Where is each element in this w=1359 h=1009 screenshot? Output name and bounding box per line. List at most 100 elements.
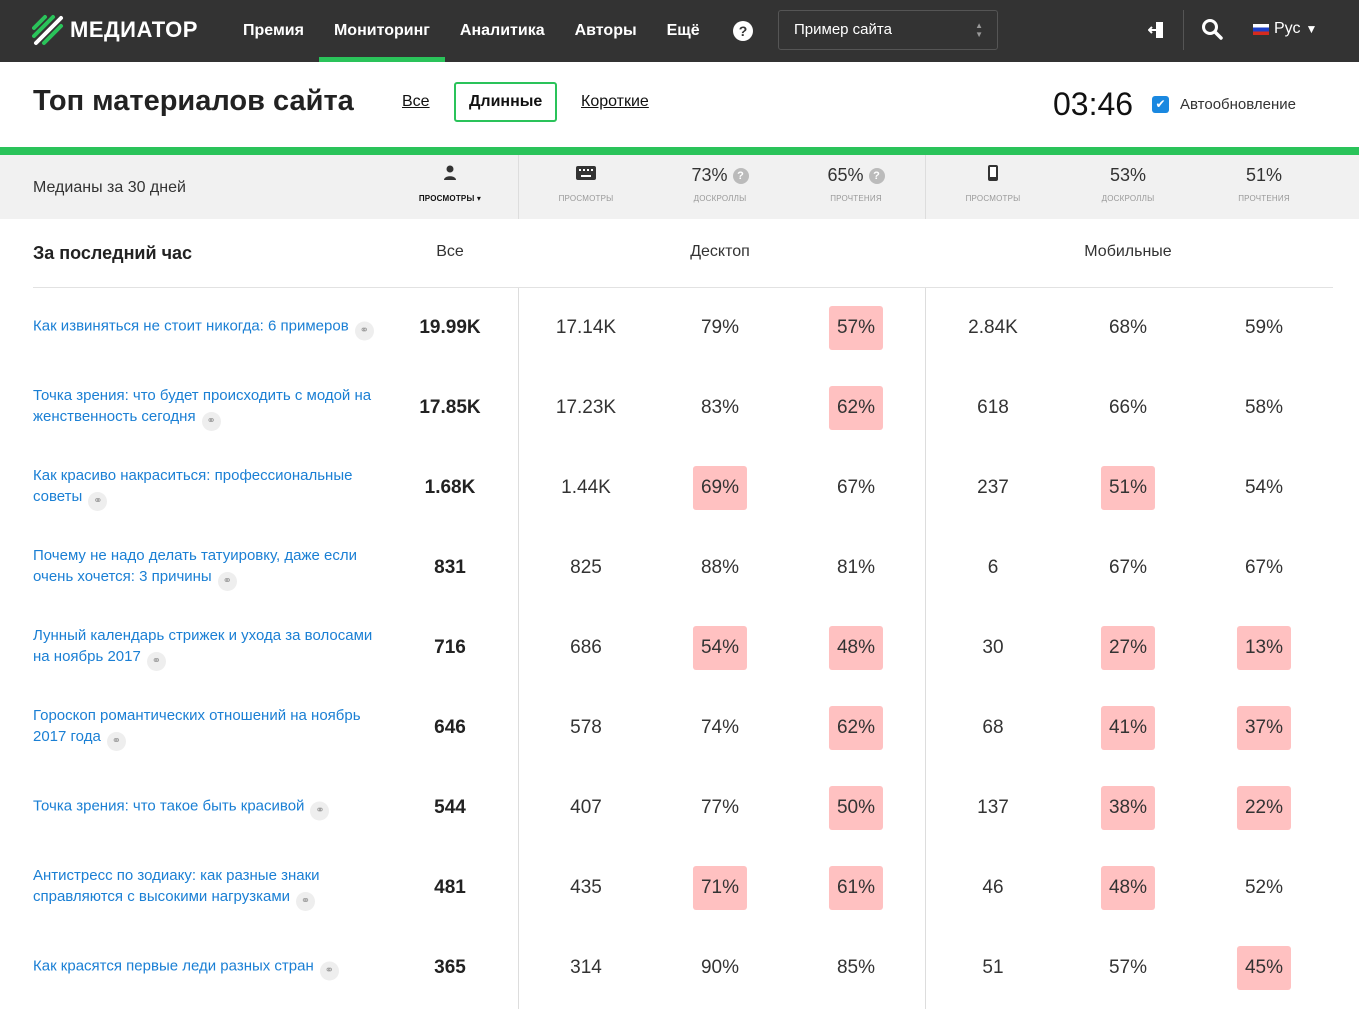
metric-cell: 68%: [1108, 317, 1148, 338]
nav-authors[interactable]: Авторы: [574, 22, 637, 39]
filter-long[interactable]: Длинные: [454, 82, 558, 122]
article-title: Точка зрения: что такое быть красивой: [33, 797, 305, 815]
metric-cell: 30: [982, 637, 1004, 658]
article-title: Точка зрения: что будет происходить с мо…: [33, 387, 372, 425]
metric-cell: 41%: [1100, 706, 1156, 750]
table-row: Гороскоп романтических отношений на нояб…: [0, 688, 1359, 768]
link-icon[interactable]: ⚭: [310, 801, 330, 821]
metric-cell: 79%: [700, 317, 740, 338]
link-icon[interactable]: ⚭: [217, 572, 237, 591]
metric-cell: 68: [982, 717, 1004, 738]
table-row: Точка зрения: что такое быть красивой ⚭ 54…: [0, 768, 1359, 848]
search-icon[interactable]: [1201, 18, 1223, 40]
article-title: Как извиняться не стоит никогда: 6 приме…: [33, 317, 349, 335]
link-icon[interactable]: ⚭: [354, 321, 374, 341]
views-all: 17.85K: [419, 397, 481, 418]
metric-cell: 58%: [1244, 397, 1284, 418]
logout-icon[interactable]: [1148, 21, 1164, 39]
logo[interactable]: МЕДИАТОР: [32, 14, 198, 46]
link-icon[interactable]: ⚭: [106, 732, 126, 751]
page-title: Топ материалов сайта: [33, 85, 354, 117]
link-icon[interactable]: ⚭: [296, 892, 316, 911]
medians-bar: Медианы за 30 дней ПРОСМОТРЫ ▾ ПРОСМОТРЫ 7…: [0, 155, 1359, 219]
article-title: Как красиво накраситься: профессиональны…: [33, 467, 353, 505]
link-icon[interactable]: ⚭: [88, 492, 108, 511]
section-title: За последний час: [33, 243, 193, 263]
median-value: 51%: [1245, 165, 1283, 185]
main-nav: Премия Мониторинг Аналитика Авторы Ещё: [228, 0, 715, 62]
link-icon[interactable]: ⚭: [146, 652, 166, 671]
metric-cell: 27%: [1100, 626, 1156, 670]
metric-cell: 407: [570, 797, 602, 818]
median-value: 65%: [827, 165, 864, 185]
table-row: Точка зрения: что будет происходить с мо…: [0, 368, 1359, 448]
language-select[interactable]: Рус ▼: [1253, 20, 1317, 38]
median-label: ПРОЧТЕНИЯ: [1238, 194, 1290, 203]
nav-premia[interactable]: Премия: [243, 22, 304, 39]
metric-cell: 57%: [828, 306, 884, 350]
metric-cell: 686: [570, 637, 602, 658]
help-icon[interactable]: ?: [868, 168, 885, 184]
russia-flag-icon: [1253, 23, 1269, 35]
filter-short[interactable]: Короткие: [581, 93, 649, 110]
median-col[interactable]: ПРОСМОТРЫ ▾: [385, 155, 515, 219]
keyboard-icon: [576, 165, 596, 185]
metric-cell: 88%: [700, 557, 740, 578]
article-link[interactable]: Точка зрения: что такое быть красивой ⚭: [33, 796, 388, 821]
link-icon[interactable]: ⚭: [201, 412, 221, 431]
views-all: 716: [434, 637, 466, 658]
article-link[interactable]: Как красиво накраситься: профессиональны…: [33, 465, 388, 511]
checkbox-checked-icon[interactable]: ✔: [1152, 96, 1169, 113]
metric-cell: 618: [977, 397, 1009, 418]
article-link[interactable]: Лунный календарь стрижек и ухода за воло…: [33, 625, 388, 671]
metric-cell: 59%: [1244, 317, 1284, 338]
metric-cell: 46: [982, 877, 1004, 898]
link-icon[interactable]: ⚭: [319, 961, 339, 981]
site-select[interactable]: Пример сайта ▲ ▼: [778, 10, 998, 50]
metric-cell: 62%: [828, 706, 884, 750]
help-icon[interactable]: ?: [733, 21, 753, 41]
autoupdate-toggle[interactable]: ✔ Автообновление: [1152, 96, 1296, 113]
table-row: Антистресс по зодиаку: как разные знаки …: [0, 848, 1359, 928]
metric-cell: 71%: [692, 866, 748, 910]
views-all: 1.68K: [424, 477, 476, 498]
article-link[interactable]: Почему не надо делать татуировку, даже е…: [33, 545, 388, 591]
nav-monitoring[interactable]: Мониторинг: [318, 0, 445, 62]
article-link[interactable]: Точка зрения: что будет происходить с мо…: [33, 385, 388, 431]
table-row: Почему не надо делать татуировку, даже е…: [0, 528, 1359, 608]
nav-more[interactable]: Ещё: [666, 22, 700, 39]
metric-cell: 48%: [1100, 866, 1156, 910]
median-label: ПРОЧТЕНИЯ: [830, 194, 882, 203]
users-icon: [442, 165, 458, 185]
table-row: Как извиняться не стоит никогда: 6 приме…: [0, 288, 1359, 368]
article-link[interactable]: Антистресс по зодиаку: как разные знаки …: [33, 865, 388, 911]
article-link[interactable]: Как извиняться не стоит никогда: 6 приме…: [33, 316, 388, 341]
section-header: За последний час Все Десктоп Мобильные: [0, 219, 1359, 288]
metric-cell: 578: [570, 717, 602, 738]
article-link[interactable]: Как красятся первые леди разных стран ⚭: [33, 956, 388, 981]
metric-cell: 50%: [828, 786, 884, 830]
metric-cell: 62%: [828, 386, 884, 430]
metric-cell: 17.14K: [555, 317, 617, 338]
metric-cell: 66%: [1108, 397, 1148, 418]
views-all: 831: [434, 557, 466, 578]
metric-cell: 314: [570, 957, 602, 978]
mobile-icon: [987, 165, 999, 185]
divider: [518, 288, 519, 1009]
views-all: 544: [434, 797, 466, 818]
article-link[interactable]: Гороскоп романтических отношений на нояб…: [33, 705, 388, 751]
help-icon[interactable]: ?: [732, 168, 749, 184]
col-all: Все: [436, 243, 464, 260]
metric-cell: 74%: [700, 717, 740, 738]
metric-cell: 17.23K: [555, 397, 617, 418]
divider: [33, 287, 1333, 288]
logo-stripes-icon: [32, 15, 63, 45]
table-row: Лунный календарь стрижек и ухода за воло…: [0, 608, 1359, 688]
metric-cell: 13%: [1236, 626, 1292, 670]
nav-analytics[interactable]: Аналитика: [459, 22, 545, 39]
median-col: 73% ? ДОСКРОЛЛЫ: [655, 155, 785, 219]
filter-all[interactable]: Все: [402, 93, 430, 110]
metric-cell: 51%: [1100, 466, 1156, 510]
article-title: Почему не надо делать татуировку, даже е…: [33, 547, 357, 585]
metric-cell: 22%: [1236, 786, 1292, 830]
